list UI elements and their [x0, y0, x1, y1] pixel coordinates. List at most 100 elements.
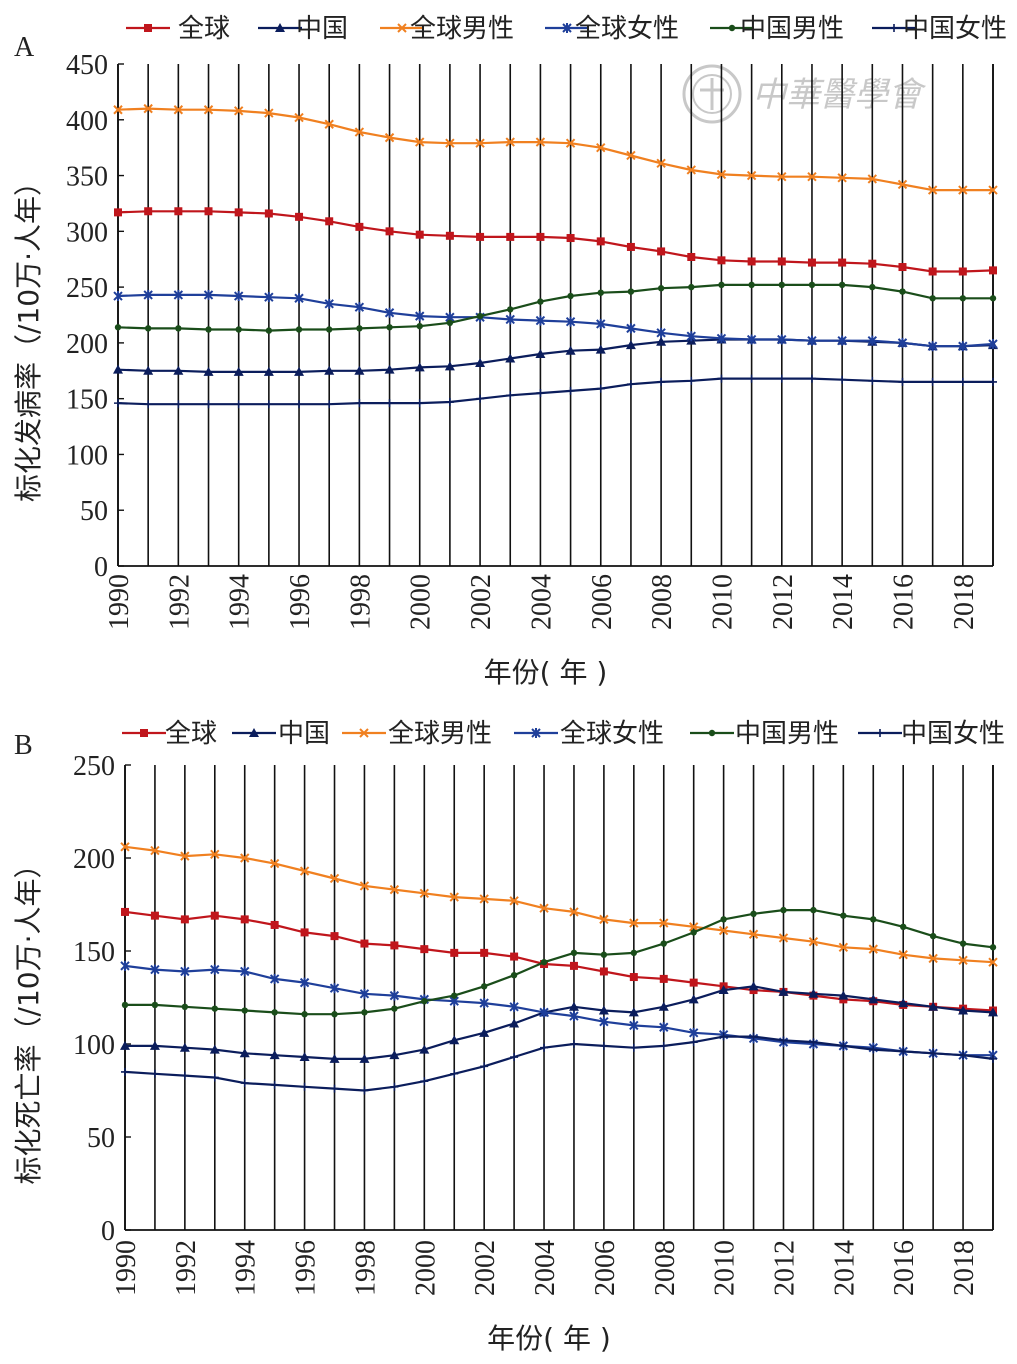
legend-marker	[890, 24, 898, 32]
data-point	[689, 978, 698, 987]
y-tick-label: 50	[80, 496, 108, 527]
data-point	[505, 353, 516, 363]
data-point	[807, 171, 817, 182]
data-point	[240, 915, 249, 924]
data-point	[151, 1001, 159, 1009]
data-point	[264, 400, 273, 409]
data-point	[928, 1001, 939, 1011]
x-tick-label: 1998	[345, 574, 376, 630]
data-point	[659, 918, 669, 928]
series-line	[125, 909, 994, 1016]
series-4	[121, 906, 997, 1018]
data-point	[264, 209, 273, 218]
data-point	[569, 961, 578, 970]
data-point	[536, 389, 545, 398]
data-point	[354, 302, 365, 313]
x-tick-label: 2016	[888, 574, 919, 630]
data-point	[958, 341, 968, 352]
data-point	[205, 326, 212, 333]
data-point	[656, 158, 666, 168]
data-point	[808, 988, 819, 998]
data-point	[144, 325, 152, 332]
data-point	[780, 906, 787, 914]
data-point	[599, 1016, 609, 1027]
data-point	[475, 138, 485, 148]
data-point	[869, 283, 876, 291]
data-point	[445, 398, 454, 407]
data-point	[717, 374, 726, 383]
data-point	[359, 1053, 370, 1063]
data-point	[475, 357, 486, 367]
data-point	[174, 207, 183, 216]
series-line	[124, 845, 994, 964]
x-tick-label: 2014	[829, 1240, 860, 1296]
data-point	[384, 132, 395, 143]
data-point	[927, 185, 938, 195]
legend-marker	[397, 23, 407, 33]
data-point	[384, 307, 395, 318]
data-point	[476, 232, 485, 241]
data-point	[150, 845, 160, 856]
data-point	[958, 955, 968, 966]
data-point	[175, 325, 182, 332]
data-point	[900, 923, 907, 931]
data-point	[807, 335, 817, 346]
y-tick-label: 450	[66, 50, 108, 81]
legend-label: 全球	[165, 719, 217, 749]
data-point	[718, 985, 729, 995]
data-point	[449, 892, 459, 902]
x-tick-label: 2008	[647, 574, 678, 630]
data-point	[898, 998, 909, 1008]
data-point	[658, 1001, 669, 1011]
x-axis-title: 年份( 年 )	[484, 656, 608, 689]
data-point	[389, 884, 400, 895]
data-point	[596, 142, 606, 153]
data-point	[299, 1052, 310, 1062]
data-point	[747, 257, 756, 266]
data-point	[386, 324, 393, 331]
data-point	[989, 944, 997, 951]
data-point	[209, 1044, 220, 1054]
data-point	[476, 312, 484, 320]
data-point	[271, 1009, 278, 1016]
data-point	[150, 964, 160, 975]
data-point	[270, 1080, 279, 1089]
data-point	[113, 291, 123, 302]
data-point	[121, 907, 129, 916]
series-line	[117, 210, 994, 273]
legend-label: 中国	[296, 14, 348, 44]
data-point	[596, 318, 606, 329]
y-axis-title: 标化死亡率（/10万·人年）	[12, 851, 45, 1185]
data-point	[445, 231, 454, 240]
data-point	[688, 994, 699, 1004]
data-point	[210, 849, 220, 859]
y-tick-label: 50	[87, 1123, 115, 1154]
data-point	[361, 1009, 368, 1016]
data-point	[241, 1007, 248, 1014]
data-point	[716, 169, 727, 180]
data-point	[686, 331, 696, 342]
data-point	[716, 333, 727, 344]
y-tick-label: 350	[66, 162, 108, 193]
data-point	[599, 914, 609, 925]
data-point	[565, 345, 576, 355]
data-point	[121, 1001, 129, 1009]
y-axis-title: 标化发病率（/10万·人年）	[12, 168, 45, 502]
data-point	[269, 858, 280, 869]
data-point	[599, 967, 608, 976]
data-point	[360, 939, 369, 948]
data-point	[144, 400, 153, 409]
data-point	[626, 323, 636, 334]
legend-marker	[140, 729, 148, 737]
data-point	[539, 1007, 549, 1018]
series-2	[113, 103, 998, 195]
data-point	[659, 974, 668, 983]
data-point	[359, 988, 370, 999]
panel-label: A	[14, 32, 35, 63]
data-point	[180, 966, 190, 977]
data-point	[300, 928, 309, 937]
series-line	[124, 1035, 994, 1092]
data-point	[264, 292, 274, 303]
x-tick-label: 2018	[949, 574, 980, 630]
data-point	[389, 990, 400, 1001]
